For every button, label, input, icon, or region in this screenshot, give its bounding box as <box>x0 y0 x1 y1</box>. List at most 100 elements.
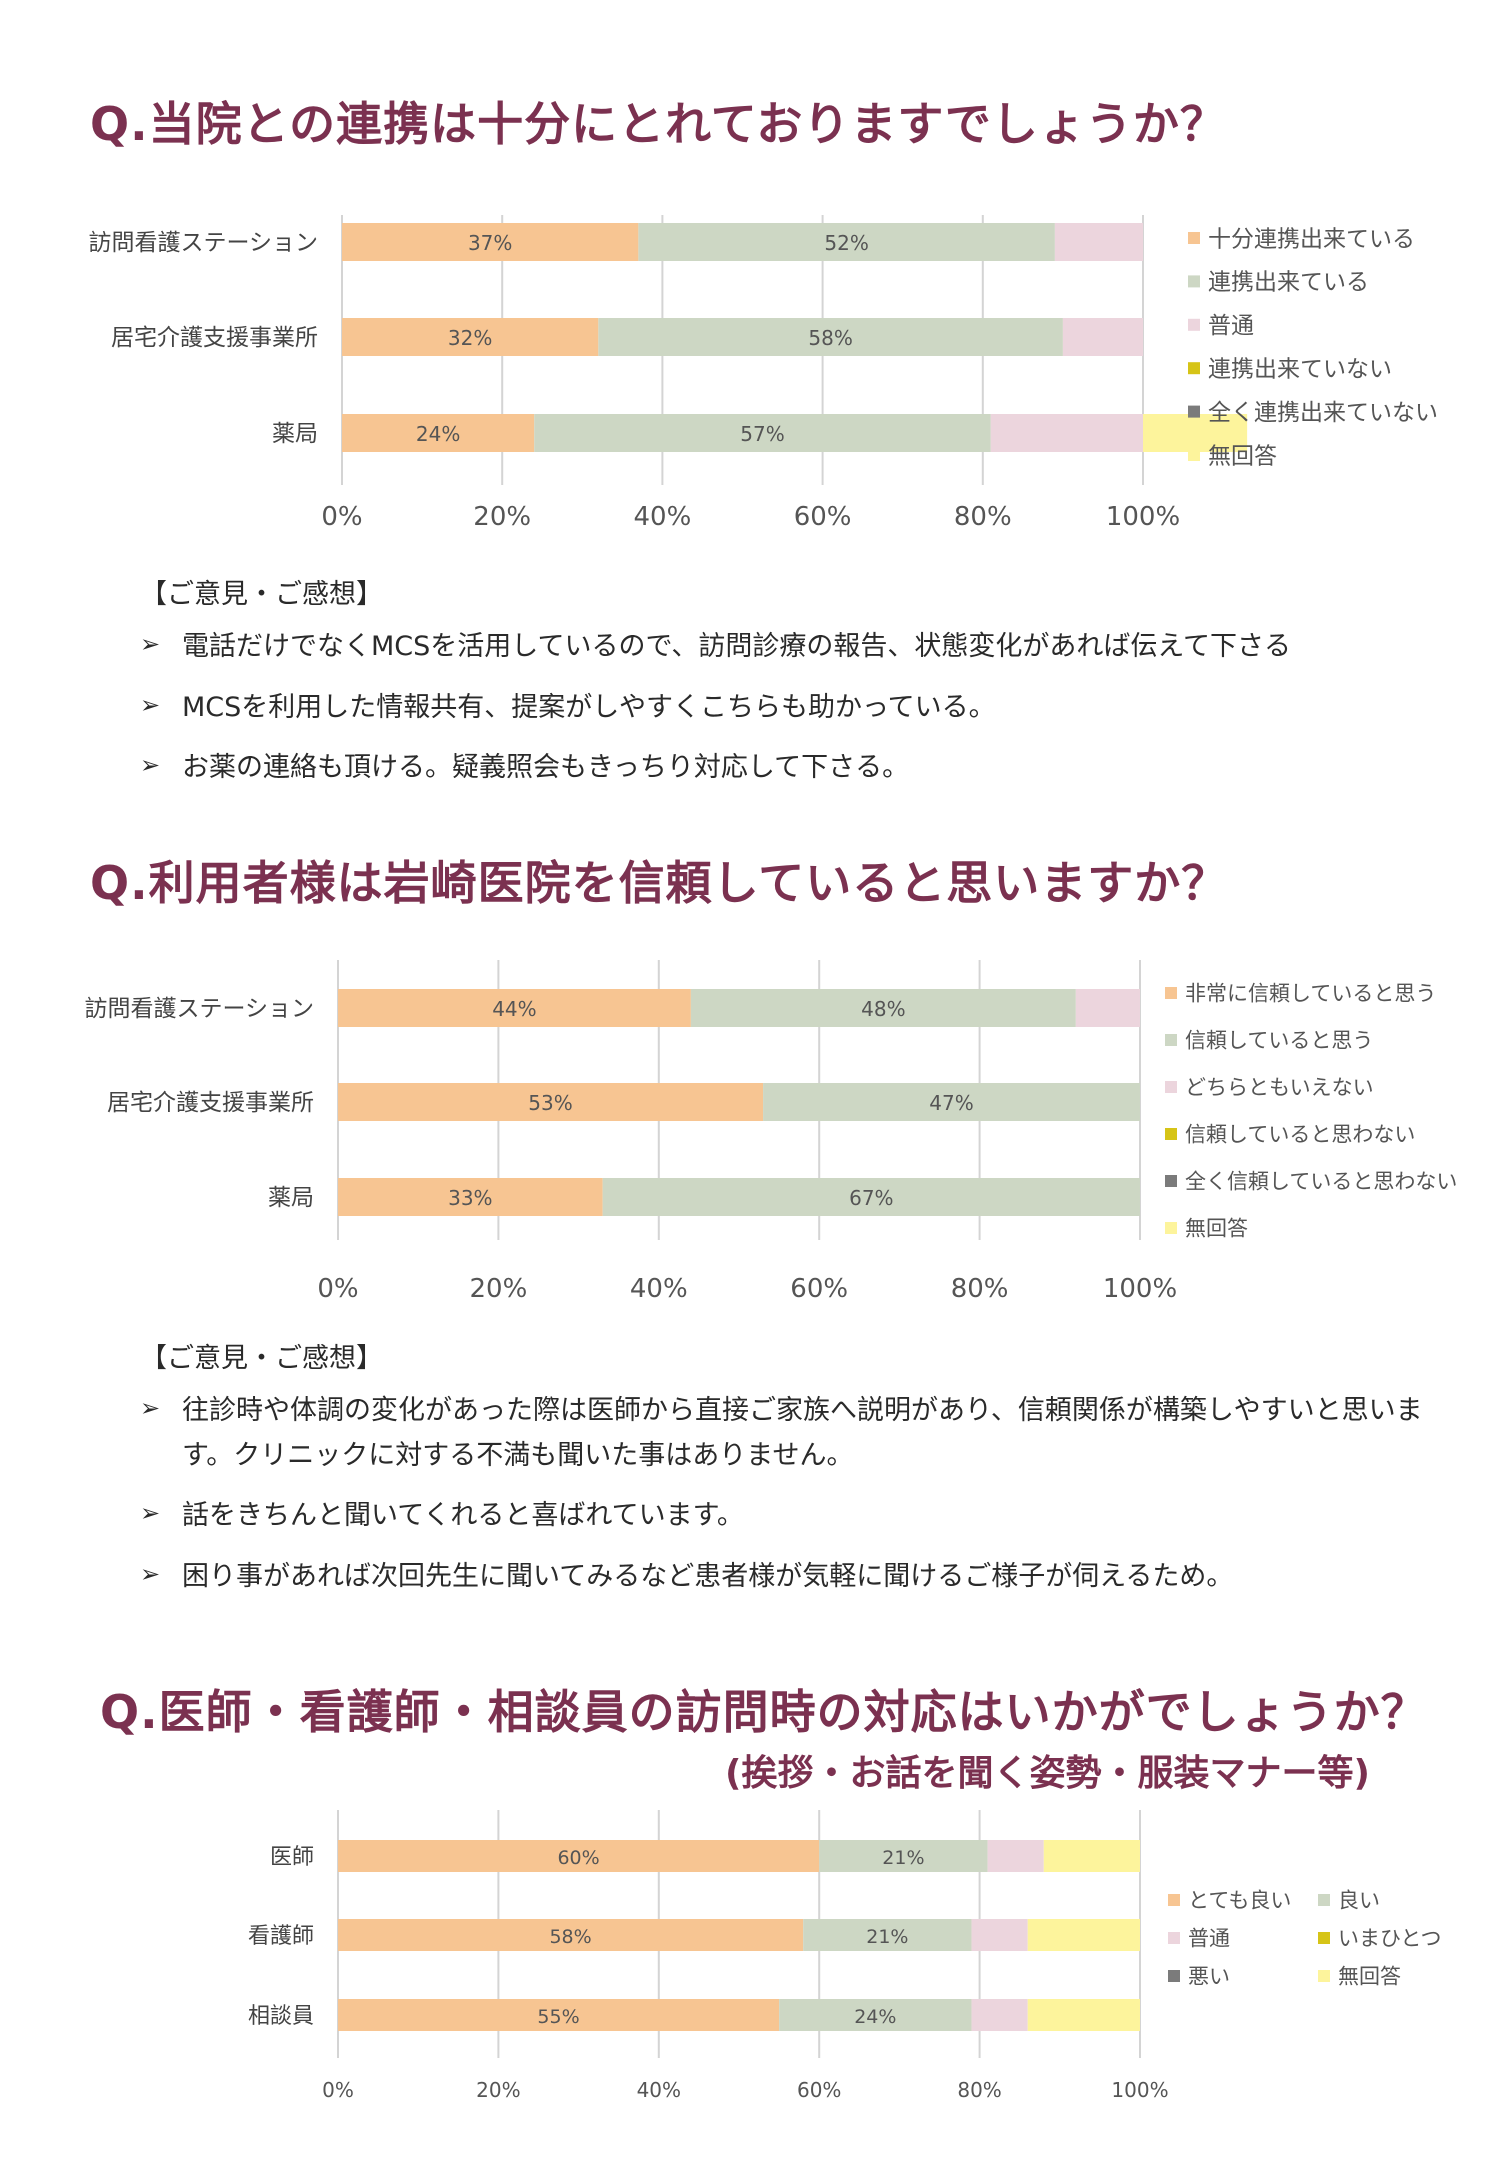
x-tick-label: 60% <box>797 2078 841 2102</box>
comment-item: ➢ 電話だけでなくMCSを活用しているので、訪問診療の報告、状態変化があれば伝えて… <box>140 625 1380 670</box>
bar-segment <box>342 318 599 356</box>
bar-segment <box>1062 318 1143 356</box>
x-tick-label: 40% <box>637 2078 681 2102</box>
legend-swatch <box>1165 1034 1177 1046</box>
x-tick-label: 20% <box>470 1274 528 1304</box>
bar-segment <box>638 223 1055 261</box>
legend-label: 信頼していると思う <box>1185 1029 1373 1053</box>
x-tick-label: 60% <box>794 502 852 532</box>
bar-segment <box>971 1919 1028 1951</box>
cooperation-chart: 0% 20% 40% 60% 80% 100% 37% 52% 32% 58% 24% 57% 訪問看護… <box>88 215 1438 532</box>
legend-swatch <box>1165 1081 1177 1093</box>
legend-swatch <box>1318 1970 1330 1982</box>
bar-segment <box>763 1083 1140 1121</box>
bar-segment <box>338 1840 820 1872</box>
legend-label: いまひとつ <box>1338 1927 1442 1951</box>
arrow-bullet-icon: ➢ <box>140 1499 161 1528</box>
legend: 非常に信頼していると思う信頼していると思うどちらともいえない信頼していると思わな… <box>1165 982 1457 1241</box>
legend-swatch <box>1318 1932 1330 1944</box>
x-tick-label: 80% <box>951 1274 1009 1304</box>
bar-segment <box>338 1999 780 2031</box>
visit-response-chart: 0% 20% 40% 60% 80% 100% 60% 21% 58% 21% 55% 24% 医師看護… <box>248 1810 1442 2102</box>
bar-segment <box>338 989 691 1027</box>
bar-segment <box>342 414 535 452</box>
legend-swatch <box>1165 987 1177 999</box>
legend-label: 信頼していると思わない <box>1185 1123 1415 1147</box>
question-1-title: Q.当院との連携は十分にとれておりますでしょうか？ <box>90 97 1227 151</box>
bar-segment <box>971 1999 1028 2031</box>
bar-segment <box>602 1178 1140 1216</box>
bar-segment <box>1027 1999 1140 2031</box>
x-tick-label: 0% <box>321 502 362 532</box>
legend-swatch <box>1165 1175 1177 1187</box>
bar-segment <box>338 1919 804 1951</box>
arrow-bullet-icon: ➢ <box>140 1394 161 1422</box>
x-tick-label: 0% <box>322 2078 354 2102</box>
bars: 60% 21% 58% 21% 55% 24% <box>338 1840 1140 2031</box>
bars: 44% 48% 53% 47% 33% 67% <box>338 989 1140 1216</box>
bar-segment <box>338 1178 603 1216</box>
data-label: 21% <box>882 1847 924 1869</box>
question-1-comments: 【ご意見・ご感想】 ➢ 電話だけでなくMCSを活用しているので、訪問診療の報告、状… <box>140 572 1380 807</box>
x-axis: 0% 20% 40% 60% 80% 100% <box>317 1274 1177 1304</box>
legend-swatch <box>1188 232 1200 244</box>
legend-label: 連携出来ている <box>1208 270 1369 296</box>
category-label: 相談員 <box>248 2004 314 2029</box>
legend-label: 普通 <box>1188 1927 1230 1951</box>
legend-swatch <box>1188 318 1200 331</box>
data-label: 57% <box>740 422 784 446</box>
question-3-subtitle: (挨拶・お話を聞く姿勢・服装マナー等) <box>725 1753 1370 1794</box>
x-axis: 0% 20% 40% 60% 80% 100% <box>322 2078 1168 2102</box>
data-label: 33% <box>448 1186 492 1210</box>
data-label: 55% <box>537 2006 579 2028</box>
bar-segment <box>990 414 1143 452</box>
x-tick-label: 40% <box>634 502 692 532</box>
legend-swatch <box>1165 1128 1177 1140</box>
comment-item: ➢ MCSを利用した情報共有、提案がしやすくこちらも助かっている。 <box>140 686 1380 731</box>
legend-swatch <box>1168 1894 1180 1906</box>
arrow-bullet-icon: ➢ <box>140 751 161 780</box>
bar-segment <box>1075 989 1140 1027</box>
legend-label: 良い <box>1338 1889 1380 1913</box>
comment-item: ➢ 往診時や体調の変化があった際は医師から直接ご家族へ説明があり、信頼関係が構築し… <box>140 1389 1440 1478</box>
comment-item: ➢ お薬の連絡も頂ける。疑義照会もきっちり対応して下さる。 <box>140 746 1380 791</box>
category-label: 薬局 <box>268 1185 314 1211</box>
legend-label: 普通 <box>1208 313 1254 339</box>
legend-label: 全く連携出来ていない <box>1208 400 1438 426</box>
trust-chart: 0% 20% 40% 60% 80% 100% 44% 48% 53% 47% 33% 67% 訪問看護… <box>84 960 1457 1304</box>
bar-segment <box>987 1840 1044 1872</box>
legend-label: どちらともいえない <box>1185 1076 1374 1100</box>
x-tick-label: 80% <box>954 502 1012 532</box>
bar-segment <box>1027 1919 1140 1951</box>
data-label: 58% <box>549 1926 591 1948</box>
x-tick-label: 100% <box>1103 1274 1177 1304</box>
arrow-bullet-icon: ➢ <box>140 1559 161 1588</box>
legend-label: 悪い <box>1188 1965 1230 1989</box>
bar-segment <box>598 318 1063 356</box>
legend-label: 非常に信頼していると思う <box>1185 982 1436 1006</box>
data-label: 58% <box>808 326 852 350</box>
comments-header: 【ご意見・ご感想】 <box>140 579 383 610</box>
data-label: 44% <box>492 997 536 1021</box>
x-tick-label: 0% <box>317 1274 358 1304</box>
question-2-comments: 【ご意見・ご感想】 ➢ 往診時や体調の変化があった際は医師から直接ご家族へ説明があ… <box>140 1336 1440 1615</box>
legend-label: 無回答 <box>1338 1965 1401 1989</box>
bar-segment <box>342 223 639 261</box>
legend-swatch <box>1188 362 1200 375</box>
bar-segment <box>690 989 1076 1027</box>
x-tick-label: 100% <box>1111 2078 1168 2102</box>
legend-swatch <box>1168 1970 1180 1982</box>
legend-label: 無回答 <box>1208 443 1277 469</box>
bar-segment <box>534 414 991 452</box>
bar-segment <box>1054 223 1143 261</box>
legend-label: 連携出来ていない <box>1208 356 1392 382</box>
category-label: 医師 <box>270 1845 314 1870</box>
data-label: 37% <box>468 231 512 255</box>
legend-swatch <box>1165 1222 1177 1234</box>
legend-label: 無回答 <box>1185 1217 1248 1241</box>
data-label: 21% <box>866 1926 908 1948</box>
category-label: 居宅介護支援事業所 <box>111 325 318 351</box>
bar-segment <box>819 1840 988 1872</box>
